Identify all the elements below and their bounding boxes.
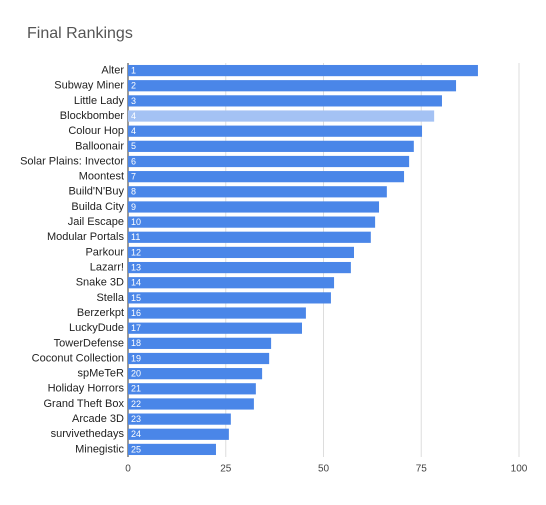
bar (128, 246, 354, 259)
bar-label: 25 (131, 444, 141, 454)
bar-label: 9 (131, 202, 136, 212)
bar (128, 216, 376, 228)
bar (128, 125, 423, 137)
bar-label: 7 (131, 172, 136, 182)
y-tick-label: Blockbomber (60, 110, 125, 122)
bar-label: 4 (131, 111, 136, 121)
bar (128, 368, 263, 380)
x-tick-label: 0 (125, 464, 131, 475)
bar (128, 322, 302, 334)
bar (128, 261, 351, 274)
bar (128, 277, 335, 289)
chart-title: Final Rankings (27, 25, 133, 42)
y-tick-label: Stella (96, 292, 124, 304)
bar-label: 3 (131, 96, 136, 106)
bar-label: 4 (131, 126, 136, 136)
bar-label: 20 (131, 369, 141, 379)
x-tick-label: 25 (220, 464, 232, 475)
y-tick-label: Berzerkpt (77, 307, 124, 319)
bar-label: 24 (131, 429, 141, 439)
y-tick-label: Moontest (79, 171, 124, 183)
bar-label: 22 (131, 399, 141, 409)
y-tick-label: Balloonair (75, 140, 124, 152)
x-tick-label: 50 (318, 464, 330, 475)
bar-label: 14 (131, 278, 141, 288)
bar-label: 19 (131, 353, 141, 363)
bar-label: 18 (131, 338, 141, 348)
bar (128, 171, 405, 183)
y-tick-label: Snake 3D (76, 277, 124, 289)
bar (128, 155, 410, 168)
y-tick-label: LuckyDude (69, 322, 124, 334)
y-tick-label: Subway Miner (54, 80, 124, 92)
bar (128, 80, 457, 92)
bar (128, 231, 371, 243)
y-tick-label: TowerDefense (54, 337, 124, 349)
y-tick-label: Jail Escape (68, 216, 124, 228)
bar (128, 428, 229, 440)
bar (128, 110, 435, 122)
y-tick-label: Alter (101, 64, 124, 76)
bar (128, 443, 216, 456)
bar-label: 21 (131, 384, 141, 394)
bar (128, 95, 442, 107)
y-tick-label: Arcade 3D (72, 413, 124, 425)
x-tick-label: 75 (416, 464, 428, 475)
bar-label: 6 (131, 156, 136, 166)
bar-label: 1 (131, 65, 136, 75)
bar-label: 15 (131, 293, 141, 303)
y-tick-label: survivethedays (51, 428, 125, 440)
bar (128, 140, 414, 152)
y-tick-label: Holiday Horrors (48, 383, 125, 395)
bar (128, 383, 256, 395)
y-tick-label: Coconut Collection (32, 352, 124, 364)
bar-label: 8 (131, 187, 136, 197)
y-tick-label: Build'N'Buy (68, 186, 124, 198)
bar (128, 292, 331, 304)
bar-label: 16 (131, 308, 141, 318)
x-tick-label: 100 (511, 464, 528, 475)
bar-label: 5 (131, 141, 136, 151)
bar (128, 186, 387, 198)
bar (128, 337, 272, 349)
y-tick-label: Parkour (85, 246, 124, 258)
y-tick-label: Solar Plains: Invector (20, 155, 124, 167)
bar (128, 64, 478, 77)
bar (128, 352, 270, 365)
y-tick-label: Builda City (71, 201, 124, 213)
y-tick-label: Colour Hop (68, 125, 124, 137)
y-tick-label: Lazarr! (90, 261, 124, 273)
y-tick-label: spMeTeR (78, 368, 125, 380)
y-tick-label: Minegistic (75, 443, 124, 455)
y-tick-label: Modular Portals (47, 231, 125, 243)
y-tick-label: Grand Theft Box (43, 398, 124, 410)
y-tick-label: Little Lady (74, 95, 125, 107)
bar (128, 201, 380, 213)
bar (128, 398, 254, 410)
bar-label: 13 (131, 262, 141, 272)
bar-label: 23 (131, 414, 141, 424)
bar-label: 12 (131, 247, 141, 257)
bar-label: 2 (131, 81, 136, 91)
bar-label: 11 (131, 232, 140, 242)
bar (128, 307, 306, 319)
bar (128, 413, 231, 425)
bar-label: 10 (131, 217, 141, 227)
bar-label: 17 (131, 323, 141, 333)
